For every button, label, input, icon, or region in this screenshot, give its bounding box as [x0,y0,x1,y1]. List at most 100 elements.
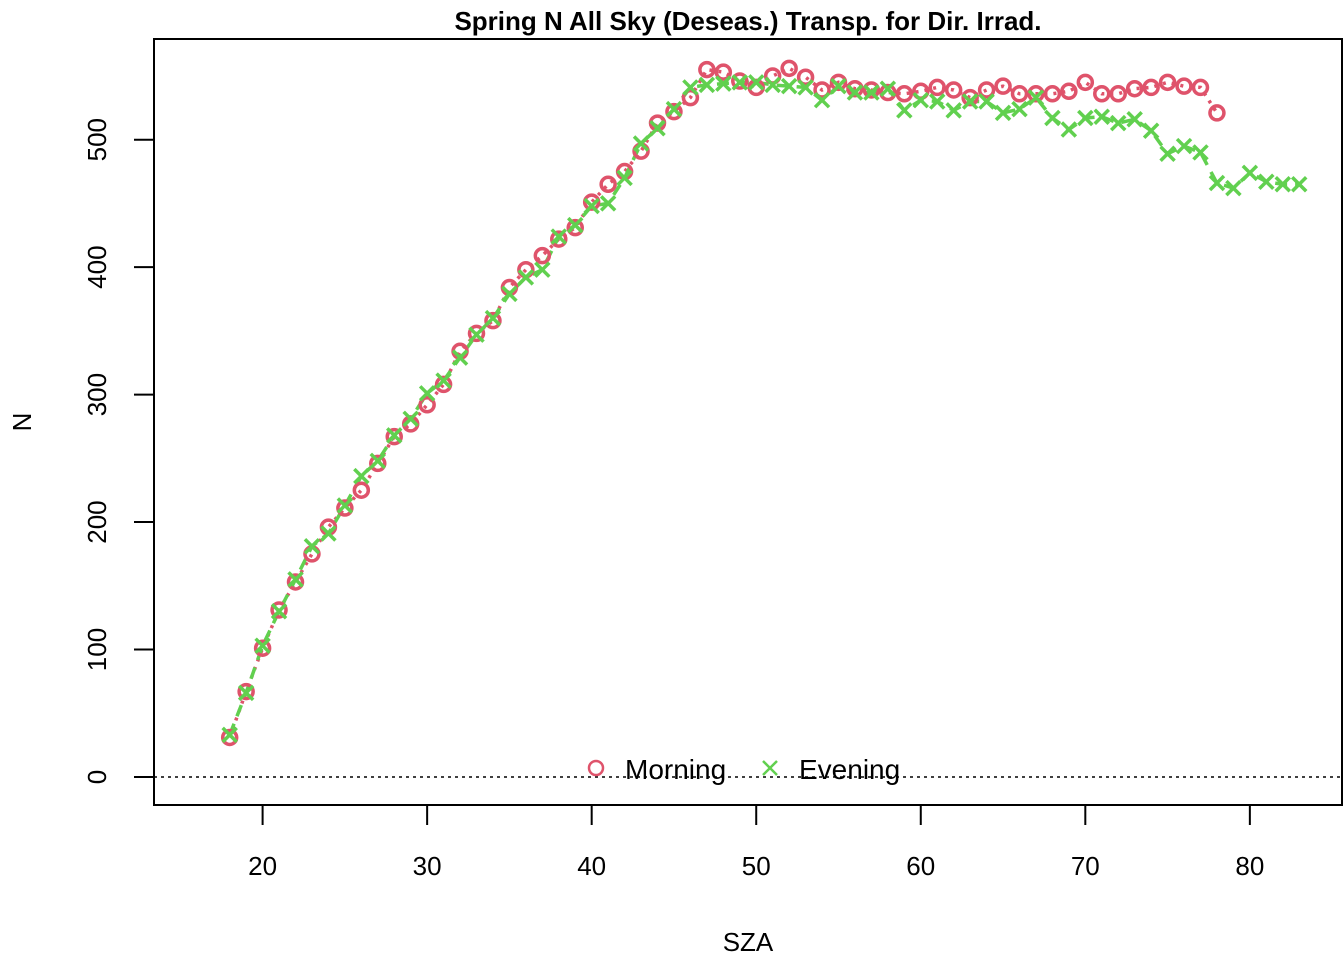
data-point-morning [944,81,963,99]
y-tick-label: 0 [82,770,112,784]
data-point-evening [534,261,551,278]
data-point-evening [550,228,568,245]
data-point-evening [385,427,403,444]
data-point-evening [1192,144,1209,161]
plot-frame [153,38,1343,806]
y-tick-label: 400 [82,245,112,288]
data-point-morning [369,454,387,473]
data-point-morning [237,682,255,701]
data-point-morning [566,218,584,237]
y-tick-label: 500 [82,118,112,161]
x-tick-label: 60 [906,851,935,881]
data-point-evening [945,102,962,119]
data-point-evening [254,637,271,654]
data-point-morning [846,79,864,98]
data-point-evening [336,497,354,514]
data-point-morning [780,59,798,78]
series-line-morning [228,66,1219,738]
data-point-evening [632,135,650,152]
data-point-morning [352,481,371,499]
data-point-morning [698,60,716,79]
data-point-morning [681,88,700,107]
data-point-morning [1076,73,1095,92]
data-point-evening [501,285,518,303]
data-point-evening [566,216,584,234]
series-line-evening [228,80,1300,736]
data-point-evening [1011,100,1028,118]
data-point-evening [747,74,765,91]
data-point-morning [714,63,733,81]
data-point-evening [698,76,716,94]
data-point-evening [353,467,370,485]
data-point-morning [829,73,848,92]
data-point-evening [649,119,666,137]
data-point-evening [270,603,288,620]
data-point-morning [418,396,436,414]
x-axis: 20 30 40 50 60 70 80 [248,804,1264,881]
data-point-evening [402,410,419,428]
data-point-evening [928,93,946,110]
data-point-morning [1191,78,1210,97]
data-point-morning [731,72,749,90]
data-point-morning [1208,104,1226,122]
legend-label-evening: Evening [799,754,900,785]
data-point-morning [994,77,1012,95]
y-tick-label: 200 [82,500,112,543]
data-point-morning [1125,79,1144,98]
data-point-morning [1093,85,1111,103]
data-point-evening [830,77,847,95]
data-point-evening [320,525,337,542]
y-axis-label: N [7,413,37,432]
data-point-evening [418,385,436,402]
data-point-evening [303,538,321,555]
legend-marker-morning [587,759,605,777]
x-tick-label: 30 [413,851,442,881]
series-points [220,59,1308,747]
data-point-evening [1208,174,1226,192]
data-point-morning [385,427,403,446]
data-point-morning [253,639,272,657]
series-lines [228,66,1300,738]
data-point-evening [764,76,781,94]
data-point-morning [484,311,502,330]
data-point-evening [616,169,633,187]
data-point-morning [533,246,552,265]
data-point-morning [1027,85,1045,103]
data-point-morning [665,102,683,121]
x-tick-label: 70 [1071,851,1100,881]
data-point-evening [797,79,814,96]
data-point-evening [1077,109,1094,127]
data-point-morning [467,324,486,343]
x-tick-label: 20 [248,851,277,881]
data-point-morning [220,728,239,747]
data-point-morning [1158,73,1177,92]
data-point-morning [434,375,453,394]
data-point-evening [879,80,897,97]
data-point-morning [599,175,617,194]
data-point-evening [1258,173,1275,190]
data-point-evening [1159,145,1176,162]
data-point-evening [435,372,452,389]
data-point-evening [468,326,485,343]
data-point-evening [1142,122,1160,140]
data-point-evening [813,91,831,109]
data-point-evening [846,84,864,101]
data-point-evening [287,571,304,588]
data-point-evening [912,91,930,109]
legend-label-morning: Morning [625,754,726,785]
data-point-evening [237,684,255,702]
legend: Morning Evening [587,754,900,785]
data-point-evening [665,100,683,118]
data-point-evening [978,93,995,110]
data-point-morning [270,601,288,619]
data-point-morning [1109,85,1127,103]
data-point-morning [961,88,979,107]
data-point-morning [1142,78,1160,97]
data-point-morning [813,81,831,99]
y-axis: 0 100 200 300 400 500 [82,118,155,784]
data-point-evening [994,104,1012,122]
data-point-evening [1109,114,1127,132]
data-point-morning [879,83,897,102]
data-point-morning [1060,82,1078,101]
